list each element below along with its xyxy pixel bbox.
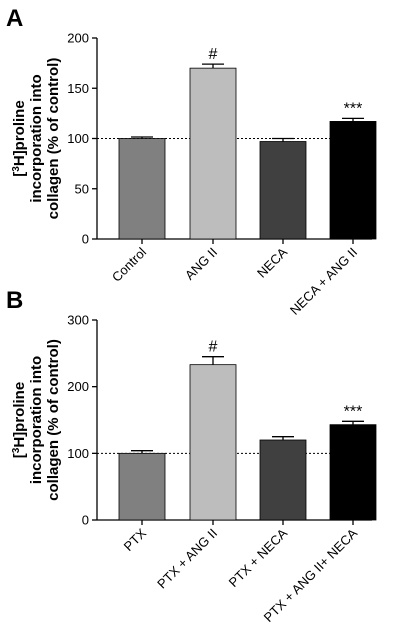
category-label: Control xyxy=(109,244,149,284)
y-axis-label-line: incorporation into xyxy=(28,74,45,202)
superscript-3: 3 xyxy=(11,447,22,453)
significance-label: # xyxy=(209,339,218,356)
superscript-3: 3 xyxy=(11,166,22,172)
category-label: PTX + ANG II xyxy=(154,526,220,592)
significance-label: *** xyxy=(344,403,363,420)
bar xyxy=(329,424,377,521)
y-tick-label: 100 xyxy=(67,446,89,461)
y-tick-label: 50 xyxy=(75,181,89,196)
significance-label: # xyxy=(209,46,218,63)
bar xyxy=(118,452,166,521)
y-axis-label: [3H]prolineincorporation intocollagen (%… xyxy=(11,58,63,220)
panel-b: B [3H]prolineincorporation intocollagen (… xyxy=(6,287,377,625)
y-tick-label: 300 xyxy=(67,313,89,328)
bar xyxy=(329,121,377,240)
y-tick-label: 0 xyxy=(82,232,89,247)
y-tick-label: 0 xyxy=(82,513,89,528)
category-label: ANG II xyxy=(182,245,220,283)
y-axis-label-line: incorporation into xyxy=(28,356,45,484)
y-axis-label: [3H]prolineincorporation intocollagen (%… xyxy=(11,339,63,501)
category-label: PTX xyxy=(121,525,150,554)
y-axis-label-line: [3H]proline xyxy=(11,100,29,176)
bar xyxy=(259,141,307,240)
y-tick-label: 200 xyxy=(67,31,89,46)
y-axis-label-line: collagen (% of control) xyxy=(45,339,62,501)
y-axis-label-line: [3H]proline xyxy=(11,382,29,458)
bar xyxy=(118,138,166,240)
y-tick-label: 200 xyxy=(67,379,89,394)
y-axis-label-line: collagen (% of control) xyxy=(45,58,62,220)
category-label: PTX + NECA xyxy=(226,525,291,590)
y-tick-label: 100 xyxy=(67,131,89,146)
panel-label: A xyxy=(6,5,23,32)
category-label: NECA + ANG II xyxy=(287,245,360,318)
significance-label: *** xyxy=(344,100,363,117)
panel-a: A [3H]prolineincorporation intocollagen (… xyxy=(6,5,377,318)
bar xyxy=(189,364,237,521)
y-tick-label: 150 xyxy=(67,81,89,96)
bar xyxy=(259,439,307,521)
panel-label: B xyxy=(6,287,23,314)
bar xyxy=(189,67,237,240)
category-label: NECA xyxy=(254,244,290,280)
